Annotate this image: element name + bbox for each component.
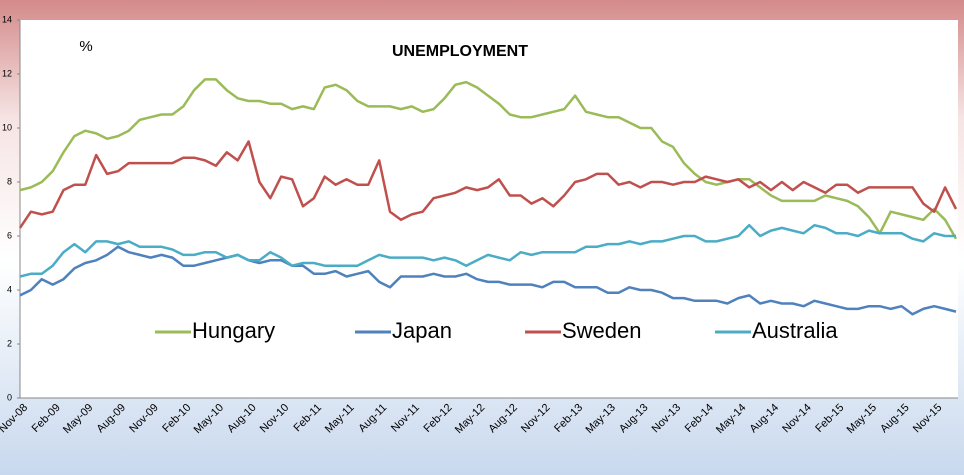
legend-label: Australia [752, 318, 838, 343]
y-tick-label: 8 [7, 176, 12, 186]
legend-label: Hungary [192, 318, 275, 343]
series-line [19, 223, 956, 278]
y-tick-label: 0 [7, 392, 12, 402]
series-line [18, 140, 958, 229]
y-tick-label: 12 [2, 68, 12, 78]
y-axis-label: % [79, 38, 92, 55]
y-tick-label: 4 [7, 284, 12, 294]
chart-title: UNEMPLOYMENT [392, 43, 528, 60]
y-tick-label: 10 [2, 122, 12, 132]
series-line [19, 245, 957, 316]
series-line [19, 78, 958, 240]
y-tick-label: 14 [2, 14, 12, 24]
y-tick-label: 2 [7, 338, 12, 348]
legend-label: Sweden [562, 318, 642, 343]
y-tick-label: 6 [7, 230, 12, 240]
plot-area [20, 20, 958, 398]
legend-label: Japan [392, 318, 452, 343]
